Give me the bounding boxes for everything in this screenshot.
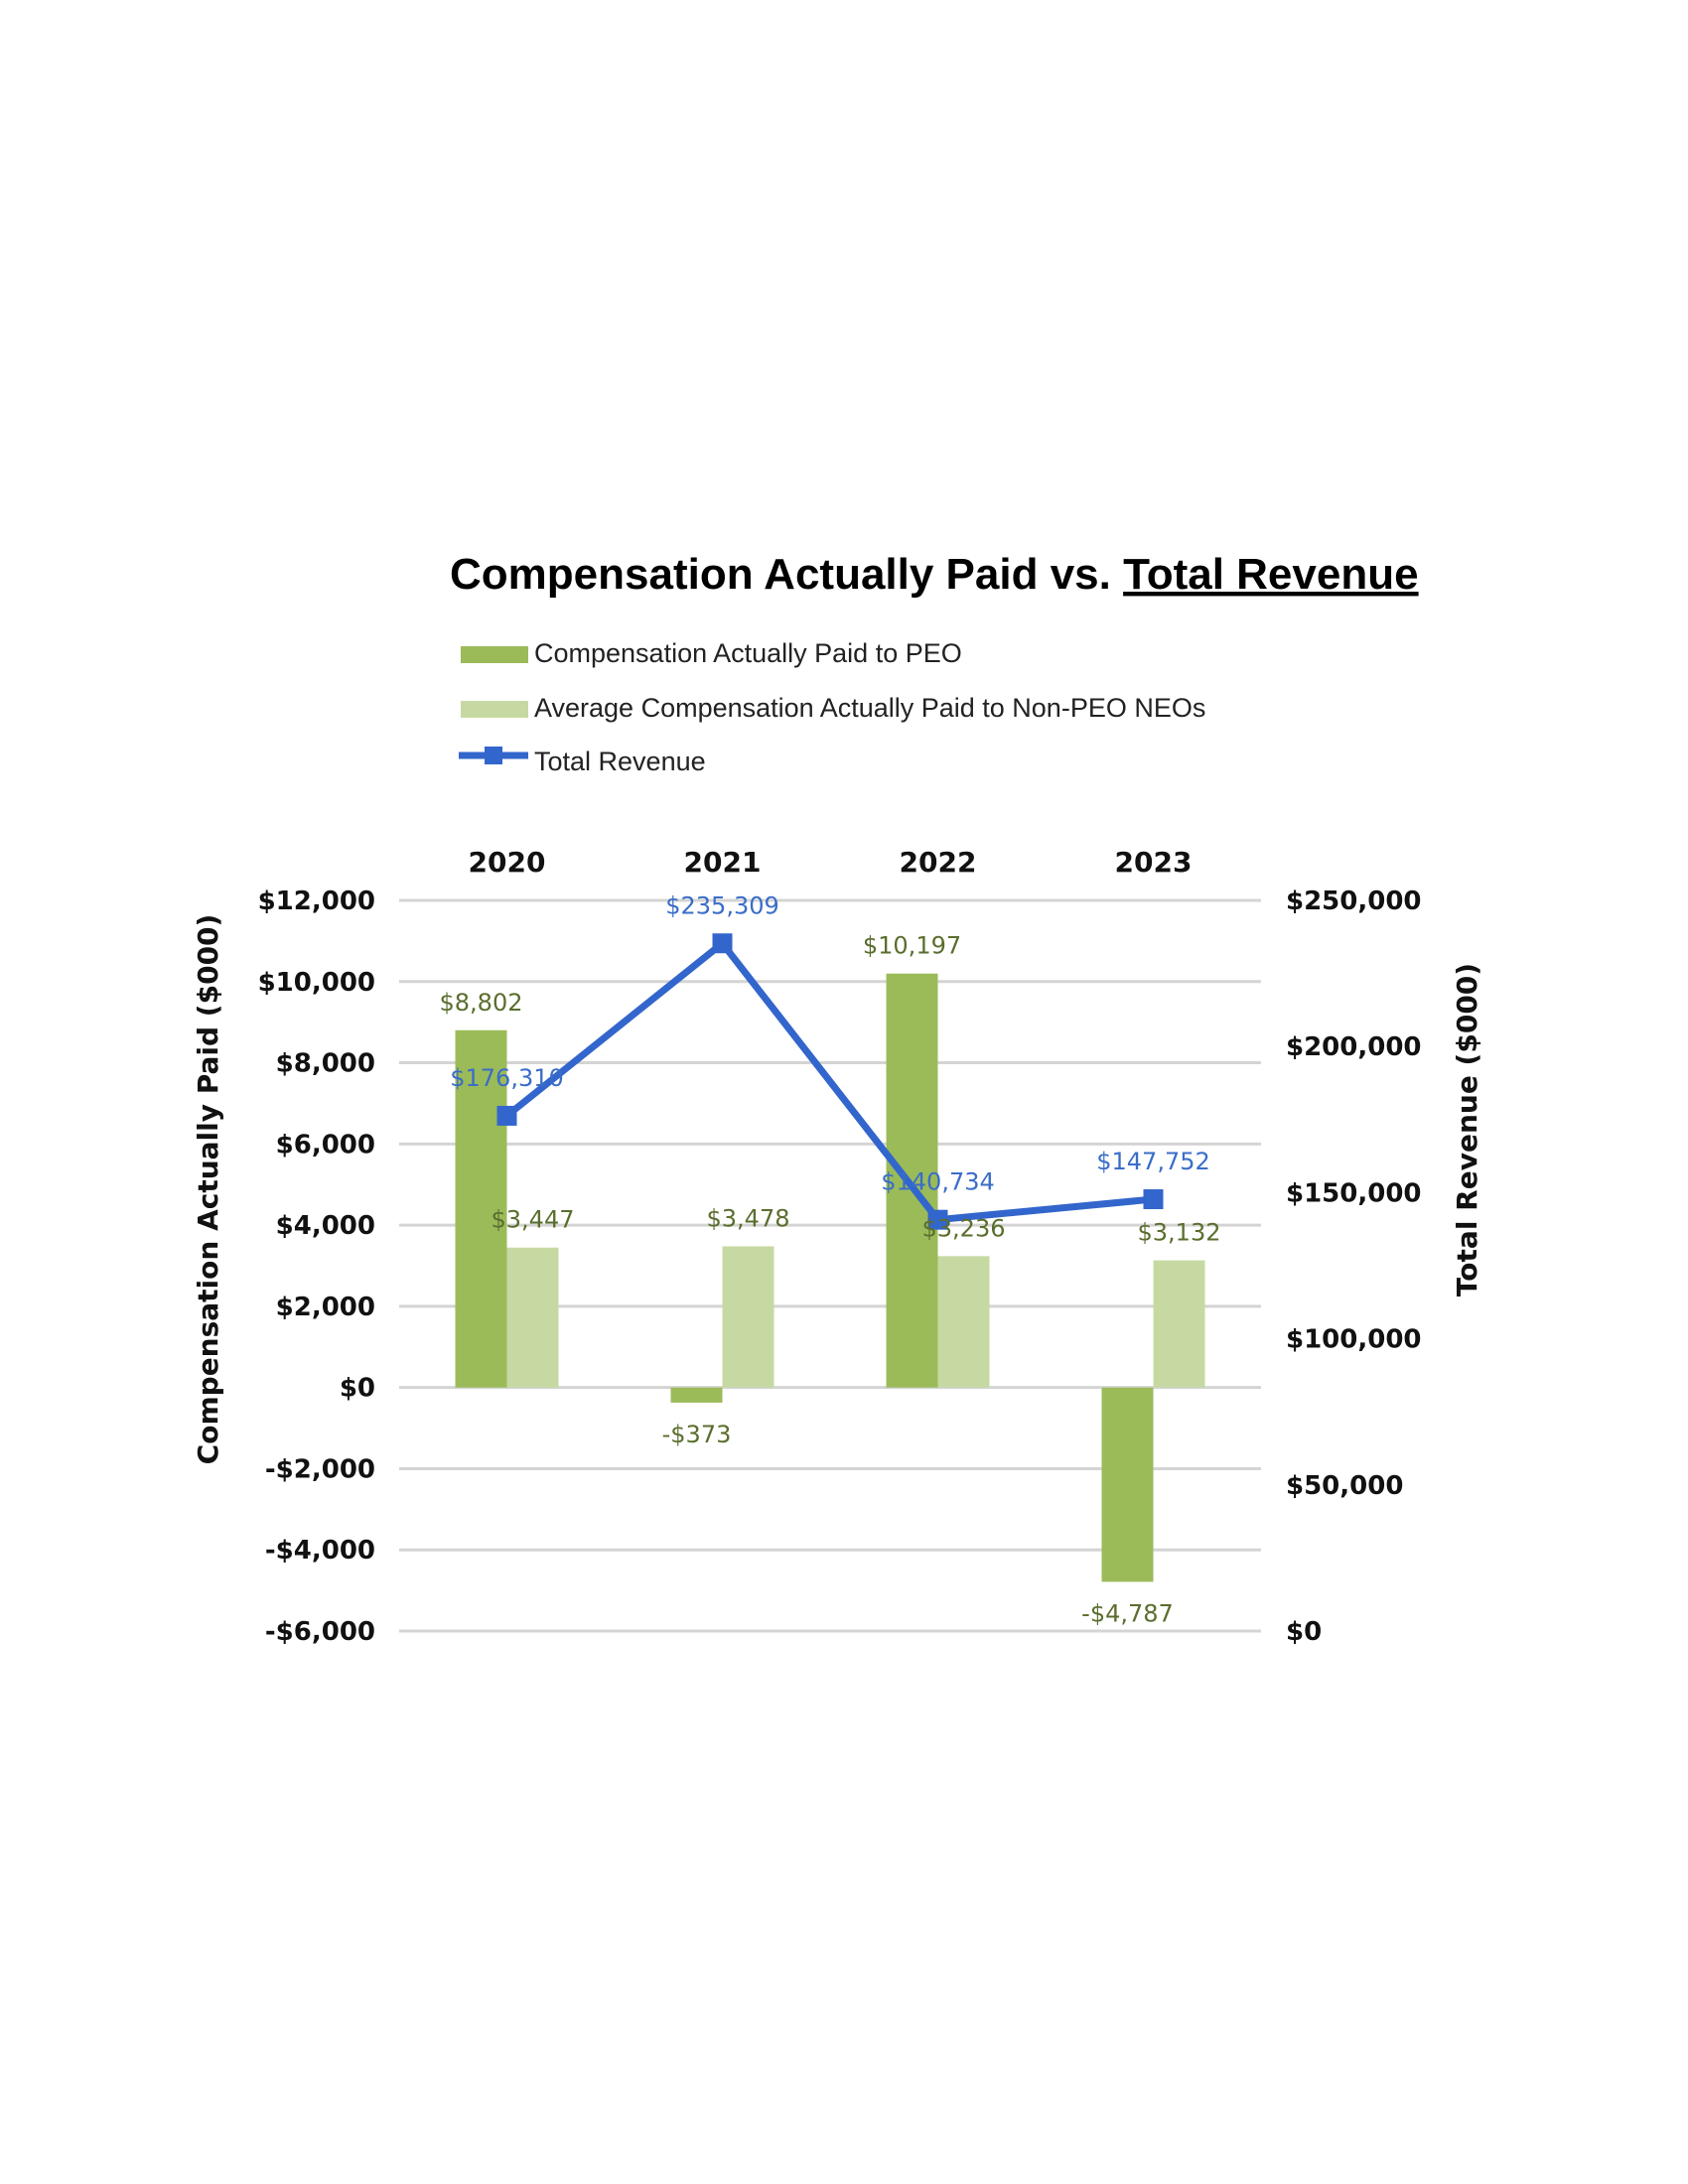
data-label-non-peo: $3,132: [1138, 1219, 1221, 1247]
data-label-revenue: $176,310: [450, 1064, 564, 1092]
data-label-non-peo: $3,236: [922, 1214, 1006, 1242]
legend-label-peo: Compensation Actually Paid to PEO: [534, 638, 962, 668]
bar-peo: [670, 1387, 723, 1403]
data-label-peo: $8,802: [440, 989, 523, 1017]
y-tick-label: $10,000: [258, 968, 375, 998]
legend-swatch-non-peo: [461, 701, 528, 718]
data-label-peo: $10,197: [863, 932, 961, 960]
data-label-revenue: $147,752: [1096, 1148, 1210, 1175]
data-label-non-peo: $3,447: [492, 1206, 575, 1234]
y-tick-label: $12,000: [258, 887, 375, 916]
revenue-marker: [712, 933, 733, 954]
y-axis-ticks: $12,000 $10,000 $8,000 $6,000 $4,000 $2,000 $0…: [258, 887, 375, 1647]
category-label: 2023: [1115, 846, 1193, 879]
y-tick-label: -$4,000: [265, 1536, 375, 1566]
data-label-non-peo: $3,478: [707, 1204, 790, 1232]
category-label: 2022: [900, 846, 977, 879]
category-labels: 2020 2021 2022 2023: [469, 846, 1193, 879]
chart-title-prefix: Compensation Actually Paid vs.: [450, 550, 1123, 599]
data-labels: $8,802 $3,447 $176,310 -$373 $3,478 $235,309 $…: [440, 891, 1221, 1627]
revenue-marker: [927, 1209, 948, 1230]
legend-label-non-peo: Average Compensation Actually Paid to No…: [534, 693, 1205, 723]
y-tick-label: -$6,000: [265, 1617, 375, 1647]
y-axis-title: Compensation Actually Paid ($000): [192, 914, 224, 1465]
revenue-line-path: [504, 939, 1154, 1224]
y2-axis-title: Total Revenue ($000): [1451, 963, 1483, 1297]
chart-title: Compensation Actually Paid vs. Total Rev…: [450, 550, 1419, 599]
bars: [455, 973, 1205, 1582]
y-tick-label: $8,000: [276, 1049, 375, 1079]
chart-title-underlined: Total Revenue: [1123, 550, 1418, 599]
y2-tick-label: $100,000: [1286, 1325, 1422, 1355]
y2-tick-label: $0: [1286, 1617, 1322, 1647]
y2-tick-label: $250,000: [1286, 887, 1422, 916]
revenue-marker: [496, 1105, 517, 1126]
y2-tick-label: $200,000: [1286, 1032, 1422, 1062]
category-label: 2021: [684, 846, 762, 879]
bar-peo: [1101, 1387, 1154, 1582]
y2-tick-label: $50,000: [1286, 1471, 1403, 1501]
data-label-peo: -$4,787: [1081, 1599, 1174, 1627]
y2-tick-label: $150,000: [1286, 1178, 1422, 1208]
bar-non-peo: [506, 1247, 559, 1388]
data-label-revenue: $140,734: [881, 1168, 995, 1196]
legend-label-revenue: Total Revenue: [534, 747, 706, 776]
y-tick-label: $2,000: [276, 1293, 375, 1322]
data-label-peo: -$373: [662, 1421, 732, 1448]
y-tick-label: $4,000: [276, 1211, 375, 1241]
revenue-line: [496, 933, 1164, 1230]
bar-non-peo: [722, 1246, 774, 1388]
bar-peo: [455, 1029, 507, 1388]
bar-non-peo: [1153, 1260, 1205, 1388]
y2-axis-ticks: $250,000 $200,000 $150,000 $100,000 $50,000 $…: [1286, 887, 1422, 1647]
category-label: 2020: [469, 846, 546, 879]
legend-swatch-peo: [461, 646, 528, 663]
y-tick-label: -$2,000: [265, 1454, 375, 1484]
data-label-revenue: $235,309: [665, 891, 779, 919]
bar-non-peo: [937, 1256, 990, 1388]
y-tick-label: $6,000: [276, 1130, 375, 1160]
bar-peo: [886, 973, 938, 1388]
legend-swatch-revenue-marker: [485, 747, 502, 764]
legend: Compensation Actually Paid to PEO Averag…: [459, 638, 1205, 776]
revenue-marker: [1143, 1189, 1164, 1210]
y-tick-label: $0: [340, 1374, 375, 1404]
